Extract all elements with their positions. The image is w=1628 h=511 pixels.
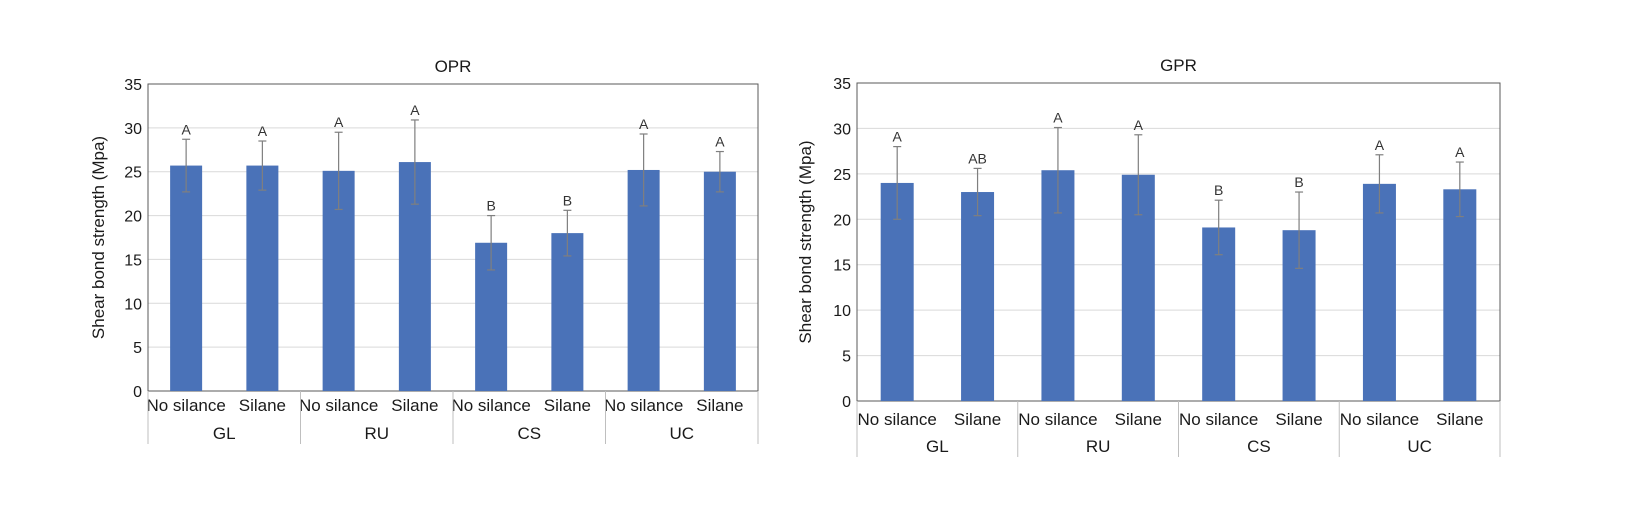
y-tick-label: 20 [124,209,142,226]
significance-label: B [486,198,495,214]
significance-label: B [563,192,572,208]
bar [1202,227,1236,401]
x-group-label: CS [517,424,541,443]
y-tick-label: 20 [833,212,851,229]
error-bar [1053,126,1062,214]
error-bar [182,138,191,193]
y-axis-label: Shear bond strength (Mpa) [89,136,108,339]
x-category-label: No silance [451,396,530,415]
x-category-label: Silane [1115,410,1162,429]
error-bar [973,167,982,217]
x-group-label: GL [213,424,236,443]
x-group-label: RU [364,424,389,443]
x-category-label: No silance [1179,410,1258,429]
error-bar [1134,134,1143,216]
error-bar [563,209,572,257]
y-tick-label: 30 [124,121,142,138]
error-bar [1375,154,1384,214]
bar [961,192,995,401]
error-bar [1214,199,1223,256]
y-tick-label: 30 [833,121,851,138]
plot-frame [147,83,759,392]
y-tick-label: 0 [133,384,142,401]
significance-label: A [893,129,903,145]
x-group-label: GL [926,437,949,456]
error-bar [410,119,419,205]
x-category-label: No silance [858,410,937,429]
error-bar [715,150,724,193]
y-tick-label: 15 [833,258,851,275]
x-category-label: No silance [604,396,683,415]
x-category-label: No silance [1018,410,1097,429]
y-tick-label: 10 [833,303,851,320]
x-category-label: No silance [146,396,225,415]
y-tick-label: 35 [833,76,851,93]
bar [627,169,660,391]
x-category-label: Silane [1436,410,1483,429]
y-tick-label: 15 [124,252,142,269]
error-bar [334,131,343,211]
significance-label: A [1134,117,1144,133]
chart-title: GPR [1160,56,1197,75]
x-group-label: RU [1086,437,1111,456]
error-bar [258,140,267,191]
x-group-label: CS [1247,437,1271,456]
chart-gpr: GPR 0 5 10 15 20 25 30 35 Shear bond strength (Mp… [796,56,1501,457]
y-axis-label: Shear bond strength (Mpa) [796,140,815,343]
error-bar [893,146,902,220]
bar [551,233,584,391]
significance-label: A [1455,144,1465,160]
x-category-label: Silane [696,396,743,415]
error-bar [487,214,496,271]
y-tick-label: 5 [133,340,142,357]
chart-opr: OPR 0 5 10 15 20 25 30 35 Shear bond strength (Mp… [89,57,759,444]
y-tick-label: 25 [833,167,851,184]
y-tick-label: 10 [124,296,142,313]
significance-label: A [1375,137,1385,153]
x-group-label: UC [669,424,694,443]
plot-frame [856,82,1501,402]
bar [1443,189,1477,401]
error-bar [1455,161,1464,218]
x-category-label: Silane [391,396,438,415]
x-category-label: No silance [1340,410,1419,429]
significance-label: A [258,123,268,139]
x-category-label: Silane [239,396,286,415]
significance-label: A [715,134,725,150]
bar [1362,183,1396,401]
y-tick-label: 35 [124,77,142,94]
error-bar [1295,191,1304,269]
significance-label: B [1294,174,1303,190]
significance-label: B [1214,182,1223,198]
x-group-label: UC [1407,437,1432,456]
significance-label: A [334,114,344,130]
significance-label: AB [968,150,987,166]
x-category-label: Silane [1275,410,1322,429]
x-category-label: Silane [954,410,1001,429]
bar [246,165,279,391]
y-tick-label: 25 [124,165,142,182]
significance-label: A [1053,110,1063,126]
bar [703,171,736,391]
y-tick-label: 0 [842,394,851,411]
significance-label: A [410,102,420,118]
significance-label: A [639,116,649,132]
bar [170,165,203,391]
error-bar [639,133,648,207]
chart-title: OPR [435,57,472,76]
significance-label: A [181,121,191,137]
x-category-label: Silane [544,396,591,415]
y-tick-label: 5 [842,349,851,366]
x-category-label: No silance [299,396,378,415]
